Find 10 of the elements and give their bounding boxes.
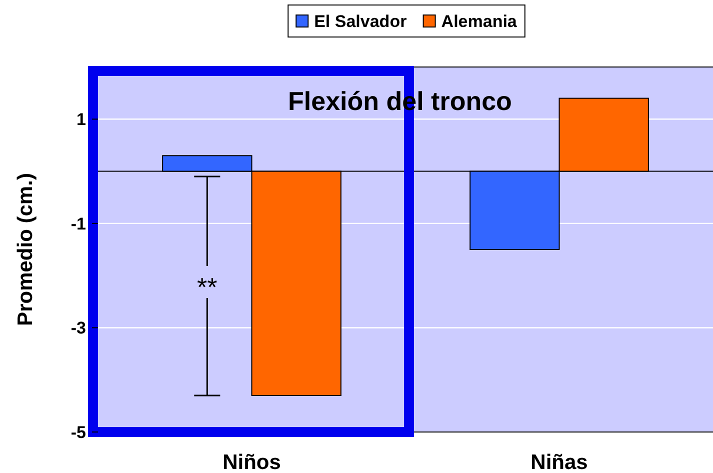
y-tick-label: 1 [76,110,86,130]
x-tick-label: Niñas [530,451,588,473]
x-tick-label: Niños [222,451,281,473]
y-tick-label: -5 [70,422,86,442]
legend-label: Alemania [441,12,518,31]
legend-label: El Salvador [314,12,408,31]
y-tick-label: -1 [70,214,86,234]
y-tick-label: -3 [70,318,86,338]
y-axis-title: Promedio (cm.) [14,173,37,326]
annotation: ** [197,272,218,302]
